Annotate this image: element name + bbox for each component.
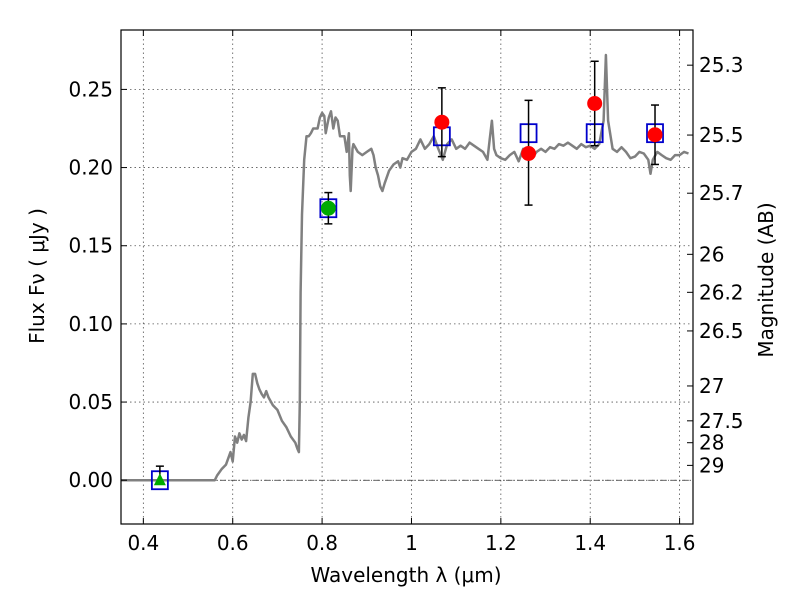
series-layer — [121, 53, 689, 491]
x-tick-label: 1.4 — [574, 531, 606, 555]
upper-limit-triangle — [153, 473, 166, 486]
x-axis-title: Wavelength λ (μm) — [310, 563, 501, 587]
mag-tick-label: 25.5 — [699, 123, 744, 147]
y-tick-label: 0.15 — [68, 234, 113, 258]
y-tick-label: 0.10 — [68, 312, 113, 336]
detection-point — [521, 146, 537, 161]
y-tick-label: 0.00 — [68, 468, 113, 492]
y-tick-label: 0.20 — [68, 156, 113, 180]
optical-point — [320, 200, 336, 216]
mag-tick-label: 27.5 — [699, 409, 744, 433]
y-tick-label: 0.25 — [68, 77, 113, 101]
x-tick-label: 1.6 — [664, 531, 696, 555]
mag-tick-label: 28 — [699, 431, 724, 455]
detection-point — [587, 95, 603, 111]
mag-tick-label: 29 — [699, 453, 724, 477]
y-axis-title: Flux Fν ( μJy ) — [25, 208, 49, 344]
x-tick-label: 0.8 — [306, 531, 338, 555]
mag-tick-label: 25.7 — [699, 181, 744, 205]
x-tick-label: 1 — [405, 531, 418, 555]
plot-frame — [120, 29, 694, 525]
mag-tick-label: 26.5 — [699, 319, 744, 343]
mag-tick-label: 26.2 — [699, 280, 744, 304]
x-tick-label: 1.2 — [485, 531, 517, 555]
mag-tick-label: 27 — [699, 374, 724, 398]
x-tick-label: 0.4 — [127, 531, 159, 555]
detection-point — [647, 127, 663, 143]
mag-tick-label: 26 — [699, 242, 724, 266]
ticks: 0.4 0.6 0.8 1 1.2 1.4 1.6 0.00 0.05 0.10 0.15 0.20 0… — [68, 30, 744, 555]
right-axis-title: Magnitude (AB) — [754, 202, 778, 357]
model-spectrum-line — [121, 53, 689, 482]
x-tick-label: 0.6 — [217, 531, 249, 555]
mag-tick-label: 25.3 — [699, 53, 744, 77]
y-tick-label: 0.05 — [68, 390, 113, 414]
detection-point — [434, 114, 450, 130]
